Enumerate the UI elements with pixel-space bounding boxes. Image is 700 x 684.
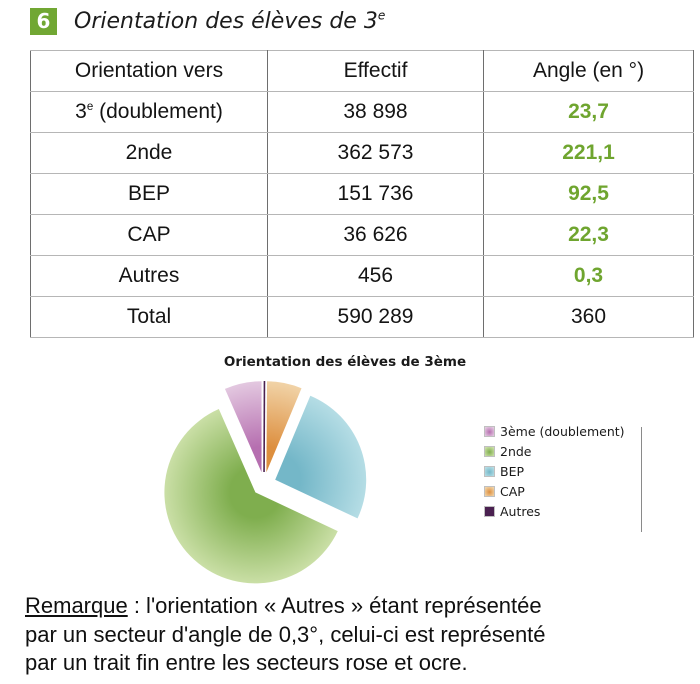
legend-item: 3ème (doublement) (484, 423, 625, 439)
row-label: BEP (30, 173, 268, 215)
table-row: BEP 151 736 92,5 (30, 173, 694, 215)
remark-paragraph: Remarque : l'orientation « Autres » étan… (25, 592, 697, 678)
legend-swatch-cap (484, 485, 495, 497)
row-label-base: CAP (127, 223, 171, 246)
row-label: 3e (doublement) (30, 91, 268, 133)
total-label: Total (30, 296, 268, 338)
row-effectif: 362 573 (267, 132, 484, 174)
exercise-number-badge: 6 (30, 7, 57, 35)
exercise-title-superscript: e (377, 8, 386, 23)
table-row: Autres 456 0,3 (30, 255, 694, 297)
legend-label: CAP (500, 483, 525, 499)
row-angle: 92,5 (483, 173, 694, 215)
row-angle: 0,3 (483, 255, 694, 297)
table-total-row: Total 590 289 360 (30, 296, 694, 338)
column-header-orientation: Orientation vers (30, 50, 268, 92)
legend-frame-line (641, 427, 642, 532)
table-row: 3e (doublement) 38 898 23,7 (30, 91, 694, 133)
table-row: CAP 36 626 22,3 (30, 214, 694, 256)
row-label: Autres (30, 255, 268, 297)
remark-line: par un secteur d'angle de 0,3°, celui-ci… (25, 621, 546, 647)
table-row: 2nde 362 573 221,1 (30, 132, 694, 174)
row-angle: 23,7 (483, 91, 694, 133)
legend-swatch-autres (484, 505, 495, 517)
pie-chart-zone: Orientation des élèves de 3ème 3ème (dou… (0, 348, 700, 596)
legend-swatch-bep (484, 465, 495, 477)
total-effectif: 590 289 (267, 296, 484, 338)
legend-swatch-3eme-doublement (484, 425, 495, 437)
total-angle: 360 (483, 296, 694, 338)
row-label-base: BEP (127, 182, 171, 205)
legend-item: CAP (484, 483, 625, 499)
chart-title: Orientation des élèves de 3ème (223, 354, 467, 370)
row-label-base: 3 (75, 100, 87, 123)
exercise-title: Orientation des élèves de 3e (74, 9, 385, 34)
legend-label: 2nde (500, 443, 532, 459)
row-label-superscript: e (86, 101, 94, 113)
legend-item: 2nde (484, 443, 625, 459)
table-header-row: Orientation vers Effectif Angle (en °) (30, 50, 694, 92)
row-label-base: Autres (118, 264, 180, 287)
legend-label: BEP (500, 463, 525, 479)
row-effectif: 151 736 (267, 173, 484, 215)
row-effectif: 456 (267, 255, 484, 297)
remark-line: Remarque : l'orientation « Autres » étan… (25, 592, 697, 621)
row-label: 2nde (30, 132, 268, 174)
column-header-effectif: Effectif (267, 50, 484, 92)
orientation-table: Orientation vers Effectif Angle (en °) 3… (30, 50, 694, 338)
legend-swatch-2nde (484, 445, 495, 457)
pie-chart (164, 380, 367, 584)
row-effectif: 38 898 (267, 91, 484, 133)
remark-line: par un trait fin entre les secteurs rose… (25, 650, 468, 675)
legend-label: Autres (500, 503, 541, 519)
row-label-rest: (doublement) (93, 100, 223, 123)
legend-item: BEP (484, 463, 625, 479)
row-label-base: 2nde (125, 141, 173, 164)
legend-item: Autres (484, 503, 625, 519)
row-angle: 22,3 (483, 214, 694, 256)
exercise-header: 6 Orientation des élèves de 3e (30, 6, 385, 36)
column-header-angle: Angle (en °) (483, 50, 694, 92)
remark-line1-text: : l'orientation « Autres » étant représe… (127, 593, 542, 618)
row-angle: 221,1 (483, 132, 694, 174)
row-effectif: 36 626 (267, 214, 484, 256)
chart-legend: 3ème (doublement) 2nde BEP CAP Autres (484, 424, 625, 524)
legend-label: 3ème (doublement) (500, 423, 625, 439)
remark-label: Remarque (25, 593, 128, 618)
exercise-title-text: Orientation des élèves de 3 (74, 8, 378, 34)
row-label: CAP (30, 214, 268, 256)
